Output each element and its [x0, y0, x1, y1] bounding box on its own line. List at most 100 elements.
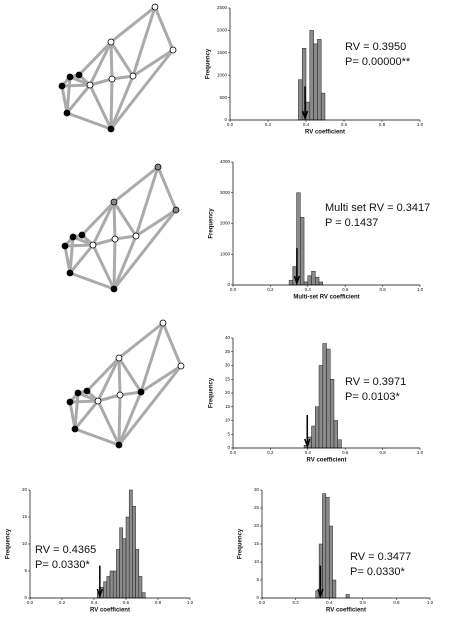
network-node — [66, 269, 74, 277]
network-node — [63, 109, 71, 117]
x-tick-label: 1.0 — [417, 450, 424, 455]
x-axis-label: RV coefficient — [326, 608, 366, 614]
histogram-bar — [300, 217, 305, 286]
network-node — [69, 233, 77, 241]
network-node — [159, 319, 167, 327]
annotation: RV = 0.3971 — [345, 376, 406, 388]
network-edge — [139, 322, 165, 393]
y-tick-label: 15 — [254, 541, 260, 546]
network-edge — [77, 40, 113, 77]
y-tick-label: 0 — [224, 117, 227, 122]
network-node — [86, 81, 94, 89]
network-node — [58, 82, 66, 90]
y-tick-label: 500 — [219, 95, 227, 100]
network-edge — [117, 357, 143, 393]
annotation: P= 0.00000** — [345, 56, 411, 68]
y-tick-label: 2000 — [220, 221, 231, 226]
y-tick-label: 10 — [225, 418, 231, 423]
network-edge — [111, 74, 134, 81]
network-node — [151, 3, 159, 11]
network-edge — [117, 365, 183, 446]
x-tick-label: 0.4 — [326, 600, 333, 605]
network-node — [74, 389, 82, 397]
network-edge — [135, 208, 177, 238]
network-edge — [61, 83, 91, 88]
histogram-bar — [315, 406, 320, 449]
histogram-bar — [325, 496, 330, 599]
network-node — [110, 285, 118, 293]
x-axis-label: RV coefficient — [307, 458, 347, 464]
network-edge — [118, 321, 164, 360]
network-node — [94, 397, 102, 405]
network-node — [83, 387, 91, 395]
network-edge — [88, 41, 113, 86]
network-node — [107, 38, 115, 46]
x-tick-label: 0.2 — [267, 450, 274, 455]
network-node — [66, 73, 74, 81]
network-edge — [114, 234, 137, 241]
observed-arrow — [317, 565, 324, 599]
network-diagram — [61, 163, 180, 293]
histogram-bar — [109, 570, 114, 599]
y-tick-label: 1000 — [217, 72, 228, 77]
histogram-bar — [309, 30, 314, 121]
network-node — [111, 235, 119, 243]
annotation: P = 0.1437 — [325, 217, 378, 229]
x-tick-label: 0.2 — [265, 122, 272, 127]
network-edge — [132, 48, 174, 78]
network-edge — [109, 49, 175, 130]
network-node — [132, 232, 140, 240]
x-tick-label: 0.8 — [379, 122, 386, 127]
network-edge — [69, 399, 99, 404]
network-edge — [92, 237, 116, 247]
histogram-bar — [313, 43, 318, 121]
y-tick-label: 20 — [225, 390, 231, 395]
annotation: RV = 0.3950 — [345, 41, 406, 53]
network-edge — [140, 364, 182, 394]
histogram-bar — [311, 425, 316, 449]
network-edge — [65, 84, 92, 114]
network-edge — [68, 236, 75, 274]
y-axis-label: Frequency — [238, 528, 244, 559]
histogram-bar — [311, 270, 316, 286]
network-edge — [109, 75, 135, 130]
y-tick-label: 35 — [225, 349, 231, 354]
network-node — [116, 391, 124, 399]
histogram-bar — [318, 365, 324, 449]
x-tick-label: 0.8 — [379, 287, 386, 292]
network-edge — [134, 166, 160, 237]
y-tick-label: 25 — [254, 505, 260, 510]
network-edge — [112, 201, 117, 240]
network-node — [154, 163, 162, 171]
histogram-bar — [128, 489, 133, 599]
histogram-bar — [329, 379, 335, 449]
x-tick-label: 0.2 — [59, 600, 66, 605]
histogram-bar — [320, 92, 326, 121]
histogram-bar — [122, 538, 127, 599]
annotation: RV = 0.3477 — [350, 551, 411, 563]
network-edge — [113, 165, 159, 204]
y-tick-label: 40 — [225, 335, 231, 340]
y-tick-label: 5 — [24, 568, 27, 573]
x-tick-label: 0.0 — [27, 600, 34, 605]
annotation: Multi set RV = 0.3417 — [325, 202, 430, 214]
histogram-bar — [326, 348, 331, 449]
histogram-bar — [305, 101, 311, 121]
network-edge — [117, 357, 122, 396]
y-tick-label: 10 — [22, 541, 28, 546]
observed-arrow — [96, 565, 104, 599]
network-edge — [156, 166, 178, 211]
histogram-bar — [337, 439, 342, 449]
network-edge — [131, 6, 157, 77]
network-edge — [110, 5, 156, 44]
y-tick-label: 0 — [227, 282, 230, 287]
y-tick-label: 15 — [22, 514, 28, 519]
histogram-bar — [307, 275, 312, 286]
network-edge — [112, 235, 138, 290]
y-axis-label: Frequency — [206, 48, 212, 79]
y-tick-label: 5 — [227, 431, 230, 436]
histogram-bar — [333, 420, 338, 449]
x-tick-label: 0.6 — [342, 450, 349, 455]
histogram-panel: 0 5 10 15 20 25 30 35 40 0.0 0.2 0.4 0.6 0.8 1.0 Freque… — [209, 335, 424, 463]
histogram-bar — [141, 592, 146, 599]
